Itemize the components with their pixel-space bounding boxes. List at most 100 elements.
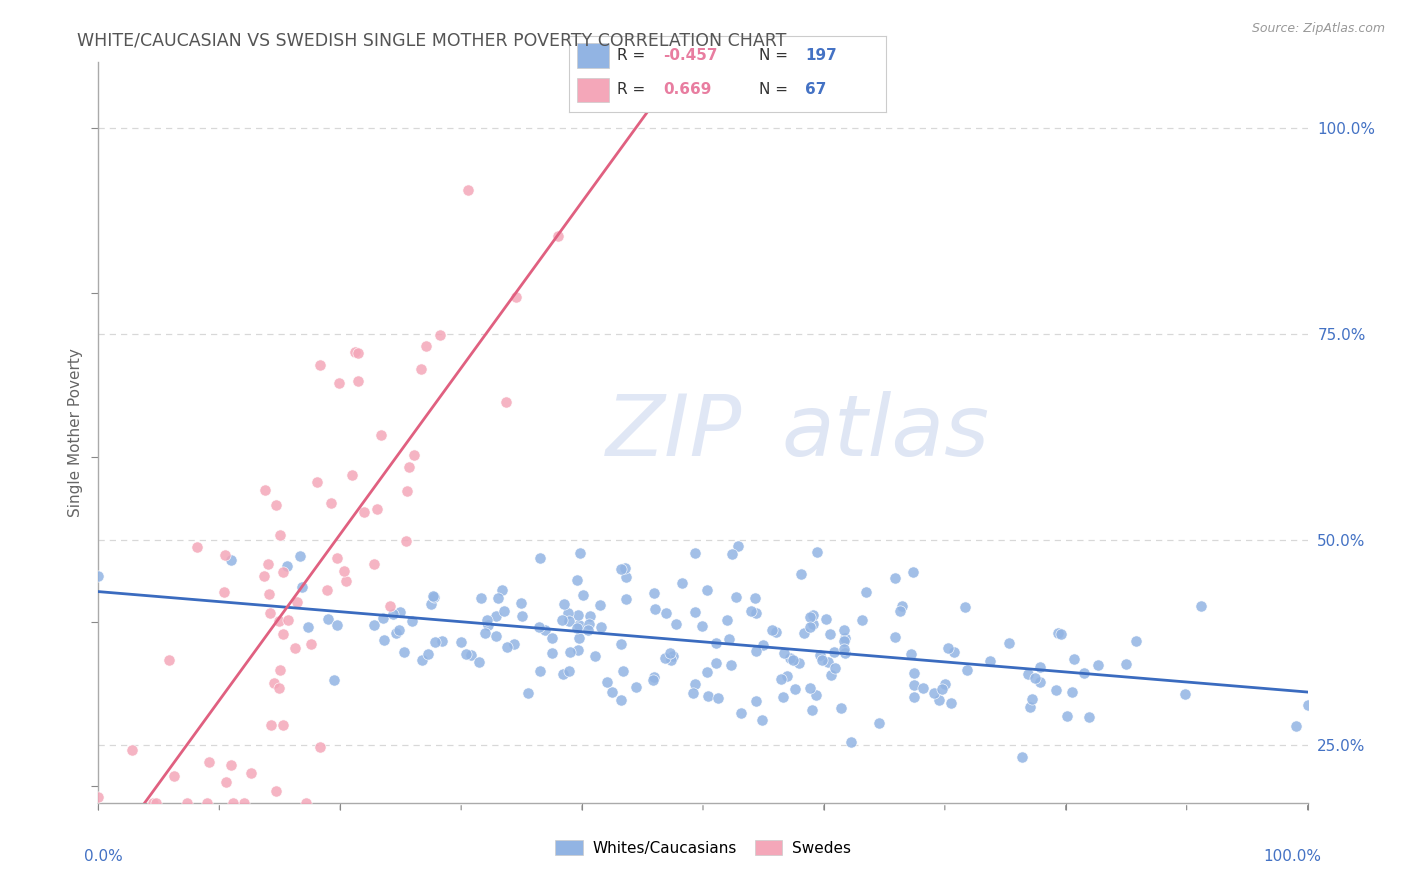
Text: R =: R = xyxy=(617,82,650,97)
Point xyxy=(308,740,330,755)
Point xyxy=(284,640,307,655)
Point xyxy=(943,645,966,659)
Point xyxy=(839,735,862,749)
FancyBboxPatch shape xyxy=(578,44,609,68)
Point xyxy=(1045,683,1067,698)
Point xyxy=(804,688,827,702)
Point xyxy=(1017,666,1039,681)
Point xyxy=(751,713,773,727)
Text: -0.457: -0.457 xyxy=(662,47,717,62)
Point xyxy=(834,623,856,637)
Point xyxy=(557,606,579,620)
Point xyxy=(1049,627,1071,641)
Point xyxy=(1073,665,1095,680)
Point xyxy=(457,183,479,197)
Point xyxy=(806,545,828,559)
Point xyxy=(1189,599,1212,614)
Point xyxy=(683,605,706,619)
Point xyxy=(576,624,599,638)
Point xyxy=(269,528,291,542)
Point xyxy=(745,607,768,621)
Point xyxy=(889,604,911,618)
Point xyxy=(264,784,287,798)
Point xyxy=(269,681,291,696)
Point xyxy=(163,769,186,783)
Point xyxy=(955,600,977,615)
Point xyxy=(730,706,752,721)
Point xyxy=(503,637,526,651)
Point xyxy=(326,551,349,566)
Point xyxy=(276,559,298,574)
Point xyxy=(460,648,482,662)
Point xyxy=(779,651,801,665)
Point xyxy=(567,643,589,657)
Point xyxy=(572,588,595,602)
Point xyxy=(219,758,242,772)
Point xyxy=(371,610,394,624)
Point xyxy=(776,669,799,683)
Point xyxy=(801,703,824,717)
Point xyxy=(834,632,856,646)
Point xyxy=(550,613,572,627)
Point xyxy=(366,502,388,516)
Point xyxy=(1060,684,1083,698)
Point xyxy=(297,620,319,634)
Point xyxy=(1046,626,1069,640)
Point xyxy=(558,645,581,659)
Point xyxy=(903,665,925,680)
Point xyxy=(696,665,718,679)
Point xyxy=(353,505,375,519)
Point xyxy=(505,289,527,303)
Legend: Whites/Caucasians, Swedes: Whites/Caucasians, Swedes xyxy=(550,834,856,862)
Point xyxy=(707,691,730,706)
Point xyxy=(1063,652,1085,666)
Point xyxy=(823,645,845,659)
Y-axis label: Single Mother Poverty: Single Mother Poverty xyxy=(67,348,83,517)
Point xyxy=(529,665,551,679)
Point xyxy=(212,584,235,599)
Point xyxy=(565,621,588,635)
Point xyxy=(264,498,287,512)
Point xyxy=(240,766,263,780)
Point xyxy=(1056,709,1078,723)
Point xyxy=(568,618,591,632)
Point xyxy=(820,627,842,641)
Point xyxy=(142,796,165,810)
Point xyxy=(176,796,198,810)
Point xyxy=(903,690,925,704)
Point xyxy=(752,638,775,652)
Point xyxy=(214,775,236,789)
Point xyxy=(658,646,681,660)
Point xyxy=(834,647,856,661)
Point xyxy=(326,617,349,632)
Point xyxy=(316,612,339,626)
Point xyxy=(1285,719,1308,733)
Point xyxy=(1024,671,1046,685)
Point xyxy=(496,640,519,654)
Point xyxy=(616,570,638,584)
Point xyxy=(799,620,821,634)
Point xyxy=(475,613,498,627)
Point xyxy=(790,567,813,582)
Text: Source: ZipAtlas.com: Source: ZipAtlas.com xyxy=(1251,22,1385,36)
Point xyxy=(682,686,704,700)
Point xyxy=(1018,699,1040,714)
Point xyxy=(373,632,395,647)
Point xyxy=(690,618,713,632)
Point xyxy=(1029,675,1052,690)
Point xyxy=(294,796,316,810)
Point xyxy=(259,587,281,601)
Point xyxy=(271,717,294,731)
Point xyxy=(567,608,589,623)
Point xyxy=(233,796,256,810)
Point xyxy=(851,613,873,627)
Point xyxy=(782,653,804,667)
Point xyxy=(553,667,575,681)
Point xyxy=(145,796,167,810)
Point xyxy=(1087,657,1109,672)
Point xyxy=(685,546,707,560)
Point xyxy=(430,634,453,648)
Point xyxy=(254,483,277,497)
Point xyxy=(1115,657,1137,672)
Point xyxy=(529,620,551,634)
